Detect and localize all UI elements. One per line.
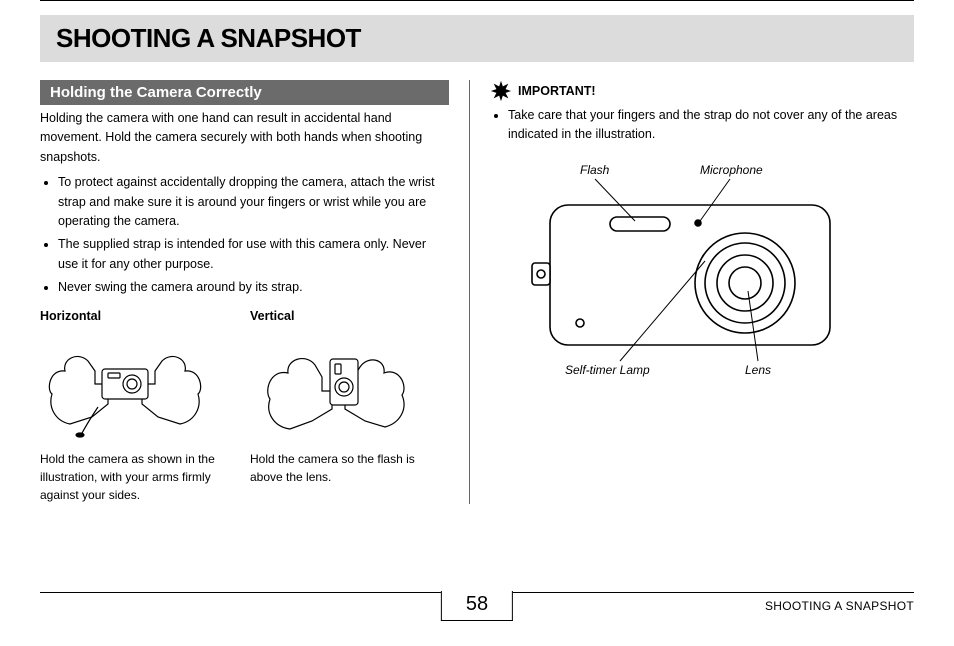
bullet-item: To protect against accidentally dropping… <box>58 173 449 231</box>
lens-label: Lens <box>745 363 771 377</box>
page-title: SHOOTING A SNAPSHOT <box>56 23 898 54</box>
important-label: IMPORTANT! <box>518 84 596 98</box>
section-header: Holding the Camera Correctly <box>40 80 449 105</box>
right-column: IMPORTANT! Take care that your fingers a… <box>470 80 900 504</box>
bullet-item: The supplied strap is intended for use w… <box>58 235 449 274</box>
page-number: 58 <box>441 591 513 621</box>
starburst-icon <box>490 80 512 102</box>
horizontal-label: Horizontal <box>40 309 230 323</box>
vertical-illustration <box>250 329 420 439</box>
orientation-horizontal: Horizontal <box>40 309 230 504</box>
important-text: Take care that your fingers and the stra… <box>508 106 900 145</box>
vertical-caption: Hold the camera so the flash is above th… <box>250 450 440 486</box>
left-column: Holding the Camera Correctly Holding the… <box>40 80 470 504</box>
content-columns: Holding the Camera Correctly Holding the… <box>40 80 914 504</box>
camera-svg <box>490 163 870 393</box>
horizontal-illustration <box>40 329 210 439</box>
footer-text: SHOOTING A SNAPSHOT <box>765 599 914 613</box>
camera-diagram: Flash Microphone Self-timer Lamp Lens <box>490 163 870 393</box>
important-heading: IMPORTANT! <box>490 80 900 102</box>
vertical-label: Vertical <box>250 309 440 323</box>
intro-text: Holding the camera with one hand can res… <box>40 109 449 167</box>
page-container: SHOOTING A SNAPSHOT Holding the Camera C… <box>0 0 954 646</box>
orientation-row: Horizontal <box>40 309 449 504</box>
orientation-vertical: Vertical Hold the camera so the flash is… <box>250 309 440 504</box>
top-rule <box>40 0 914 1</box>
bullet-list: To protect against accidentally dropping… <box>40 173 449 297</box>
microphone-label: Microphone <box>700 163 763 177</box>
title-bar: SHOOTING A SNAPSHOT <box>40 15 914 62</box>
flash-label: Flash <box>580 163 609 177</box>
horizontal-caption: Hold the camera as shown in the illustra… <box>40 450 230 504</box>
bullet-item: Never swing the camera around by its str… <box>58 278 449 297</box>
page-footer: 58 SHOOTING A SNAPSHOT <box>40 592 914 628</box>
self-timer-label: Self-timer Lamp <box>565 363 650 377</box>
important-list: Take care that your fingers and the stra… <box>490 106 900 145</box>
